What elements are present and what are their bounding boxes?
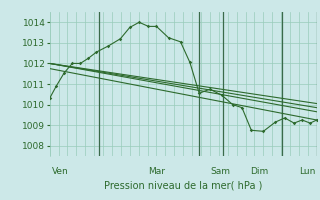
Text: Sam: Sam (210, 167, 230, 176)
Text: Lun: Lun (300, 167, 316, 176)
Text: Ven: Ven (52, 167, 69, 176)
Text: Dim: Dim (250, 167, 268, 176)
Text: Pression niveau de la mer( hPa ): Pression niveau de la mer( hPa ) (104, 181, 262, 191)
Text: Mar: Mar (148, 167, 165, 176)
